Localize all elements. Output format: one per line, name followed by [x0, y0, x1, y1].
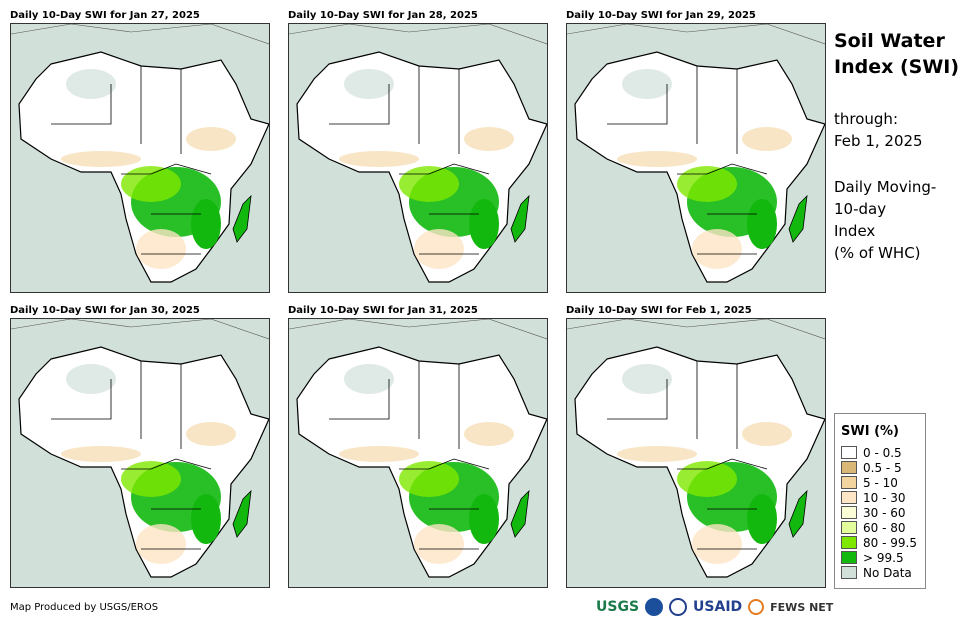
legend-label: 60 - 80 [863, 520, 906, 535]
title-line: Index (SWI) [834, 56, 960, 78]
legend-item: 10 - 30 [841, 490, 925, 505]
legend-swatch [841, 551, 857, 564]
legend-label: 0 - 0.5 [863, 445, 902, 460]
date-label: Feb 1, 2025 [834, 132, 923, 150]
legend-label: No Data [863, 565, 912, 580]
fews-logo: FEWS NET [770, 600, 834, 614]
desc-line: (% of WHC) [834, 244, 921, 262]
through-date: through: Feb 1, 2025 [834, 108, 923, 152]
map-panel-jan29: Daily 10-Day SWI for Jan 29, 2025 [566, 9, 826, 293]
legend-label: 0.5 - 5 [863, 460, 902, 475]
legend-swatch [841, 461, 857, 474]
desc-line: Daily Moving- [834, 178, 937, 196]
panel-title: Daily 10-Day SWI for Jan 28, 2025 [288, 10, 478, 21]
usgs-logo: USGS [596, 599, 640, 615]
legend-item: 80 - 99.5 [841, 535, 925, 550]
logos: USGS USAID FEWS NET [596, 598, 833, 616]
legend-item: 0 - 0.5 [841, 445, 925, 460]
panel-title: Daily 10-Day SWI for Jan 27, 2025 [10, 10, 200, 21]
legend-title: SWI (%) [841, 424, 899, 439]
swi-map [288, 23, 548, 293]
swi-map [10, 23, 270, 293]
legend-swatch [841, 446, 857, 459]
legend-item: 0.5 - 5 [841, 460, 925, 475]
legend-label: > 99.5 [863, 550, 904, 565]
panel-title: Daily 10-Day SWI for Jan 31, 2025 [288, 305, 478, 316]
legend-swatch [841, 566, 857, 579]
legend-swatch [841, 476, 857, 489]
panel-title: Daily 10-Day SWI for Feb 1, 2025 [566, 305, 752, 316]
legend-item: 30 - 60 [841, 505, 925, 520]
main-title: Soil Water Index (SWI) [834, 28, 959, 80]
map-panel-jan30: Daily 10-Day SWI for Jan 30, 2025 [10, 304, 270, 588]
legend-item: 60 - 80 [841, 520, 925, 535]
map-panel-jan28: Daily 10-Day SWI for Jan 28, 2025 [288, 9, 548, 293]
map-panel-jan27: Daily 10-Day SWI for Jan 27, 2025 [10, 9, 270, 293]
usaid-logo: USAID [693, 599, 743, 615]
credit: Map Produced by USGS/EROS [10, 602, 159, 613]
noaa-logo [645, 598, 664, 616]
dhs-seal-logo [669, 598, 688, 616]
swi-map [288, 318, 548, 588]
legend-label: 80 - 99.5 [863, 535, 917, 550]
fews-globe-icon [748, 599, 765, 615]
panel-title: Daily 10-Day SWI for Jan 29, 2025 [566, 10, 756, 21]
title-line: Soil Water [834, 30, 945, 52]
legend-swatch [841, 521, 857, 534]
description: Daily Moving- 10-day Index (% of WHC) [834, 176, 936, 264]
panel-title: Daily 10-Day SWI for Jan 30, 2025 [10, 305, 200, 316]
legend-swatch [841, 536, 857, 549]
swi-map [566, 23, 826, 293]
through-label: through: [834, 110, 898, 128]
map-panel-feb1: Daily 10-Day SWI for Feb 1, 2025 [566, 304, 826, 588]
desc-line: 10-day [834, 200, 887, 218]
legend-label: 30 - 60 [863, 505, 906, 520]
legend-item: No Data [841, 565, 925, 580]
legend-item: > 99.5 [841, 550, 925, 565]
legend-label: 10 - 30 [863, 490, 906, 505]
swi-map [10, 318, 270, 588]
legend-swatch [841, 506, 857, 519]
legend-item: 5 - 10 [841, 475, 925, 490]
legend-label: 5 - 10 [863, 475, 898, 490]
legend-swatch [841, 491, 857, 504]
swi-map [566, 318, 826, 588]
map-panel-jan31: Daily 10-Day SWI for Jan 31, 2025 [288, 304, 548, 588]
desc-line: Index [834, 222, 876, 240]
